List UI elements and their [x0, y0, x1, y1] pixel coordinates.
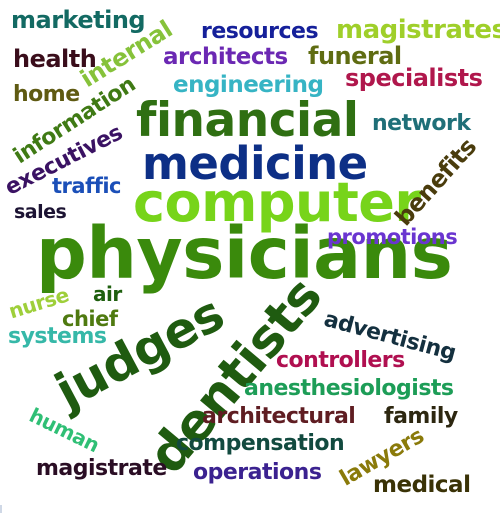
- word-family: family: [384, 406, 458, 428]
- word-operations: operations: [193, 462, 321, 484]
- word-engineering: engineering: [173, 74, 323, 97]
- word-architects: architects: [163, 46, 288, 69]
- word-air: air: [93, 284, 122, 304]
- word-specialists: specialists: [345, 66, 482, 90]
- word-controllers: controllers: [276, 350, 405, 372]
- word-network: network: [372, 113, 471, 135]
- corner-mark: [0, 505, 2, 513]
- word-health: health: [13, 47, 96, 71]
- word-compensation: compensation: [176, 433, 344, 455]
- word-traffic: traffic: [52, 176, 121, 197]
- word-medical: medical: [373, 474, 470, 497]
- word-systems: systems: [8, 326, 107, 348]
- word-resources: resources: [201, 21, 318, 43]
- word-anesthesiologists: anesthesiologists: [244, 378, 454, 400]
- word-marketing: marketing: [11, 8, 145, 32]
- word-magistrate: magistrate: [36, 458, 167, 480]
- word-architectural: architectural: [202, 406, 355, 428]
- word-human: human: [26, 405, 102, 456]
- word-magistrates: magistrates: [336, 17, 500, 43]
- word-promotions: promotions: [327, 227, 457, 248]
- word-home: home: [13, 84, 80, 106]
- word-financial: financial: [136, 97, 359, 144]
- word-sales: sales: [14, 203, 66, 222]
